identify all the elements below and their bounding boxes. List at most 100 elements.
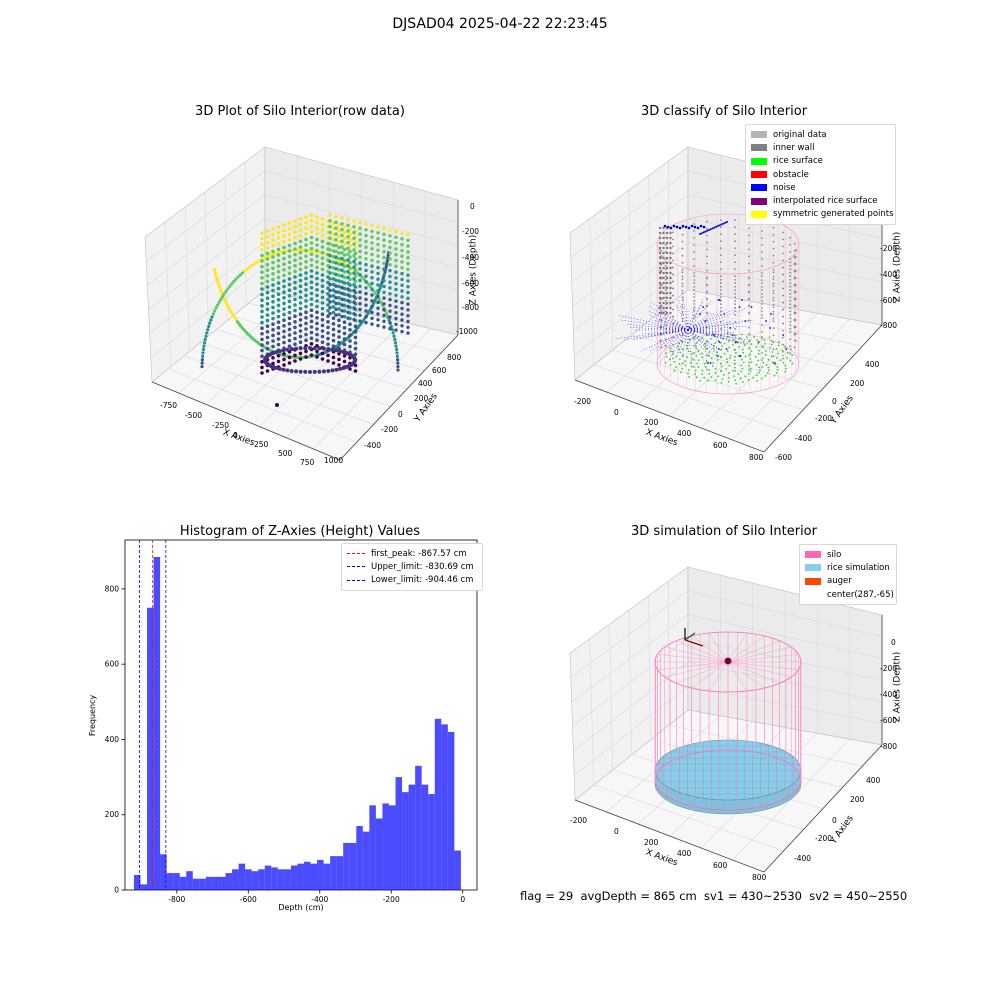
histogram-title: Histogram of Z-Axies (Height) Values — [179, 524, 421, 539]
histogram-bar — [395, 777, 403, 890]
histogram-bar — [330, 856, 337, 890]
raw-y-tick: 0 — [398, 410, 403, 419]
histogram-bar — [173, 873, 180, 890]
classify-x-tick: 200 — [644, 418, 659, 427]
histogram-x-tick-label: -400 — [311, 895, 328, 904]
histogram-bar — [428, 794, 435, 890]
legend-label: symmetric generated points — [773, 209, 894, 220]
histogram-bar — [382, 803, 389, 890]
histogram-y-tick-label: 800 — [105, 584, 120, 593]
legend-label: Upper_limit: -830.69 cm — [371, 561, 474, 572]
legend-item: interpolated rice surface — [751, 194, 890, 207]
histogram-bar — [388, 805, 396, 890]
histogram-bar — [421, 784, 429, 890]
classify-y-tick: 200 — [850, 379, 865, 388]
legend-swatch — [751, 210, 767, 218]
legend-swatch — [751, 157, 767, 165]
histogram-bar — [356, 826, 363, 890]
classify-z-tick: -600 — [880, 296, 898, 305]
histogram-bar — [133, 874, 141, 890]
histogram-bar — [264, 865, 272, 890]
histogram-bar — [303, 861, 311, 890]
raw-plot-title: 3D Plot of Silo Interior(row data) — [195, 104, 405, 119]
histogram-bar — [408, 784, 416, 890]
histogram-bar — [258, 869, 265, 890]
histogram-legend: first_peak: -867.57 cm Upper_limit: -830.… — [341, 543, 483, 591]
simulation-z-tick: -400 — [880, 690, 898, 699]
raw-z-tick: -200 — [462, 227, 480, 236]
legend-swatch — [751, 171, 767, 179]
histogram-bar — [192, 878, 200, 890]
histogram-bar — [434, 718, 442, 890]
legend-swatch — [805, 591, 821, 598]
histogram-bar — [415, 765, 422, 890]
legend-swatch — [751, 184, 767, 192]
legend-item: rice surface — [751, 155, 890, 168]
raw-y-tick: -400 — [364, 441, 382, 450]
legend-item: Lower_limit: -904.46 cm — [347, 574, 477, 587]
legend-item: Upper_limit: -830.69 cm — [347, 560, 477, 573]
legend-item: center(287,-65) — [805, 588, 894, 601]
simulation-y-tick: -400 — [794, 854, 812, 863]
legend-swatch — [805, 577, 821, 585]
simulation-x-tick: 0 — [614, 827, 619, 836]
histogram-bar — [166, 873, 174, 890]
simulation-z-tick: 0 — [891, 638, 896, 647]
raw-x-tick: -750 — [160, 401, 178, 410]
histogram-bar — [441, 724, 448, 890]
classify-z-tick: -200 — [880, 244, 898, 253]
legend-swatch — [751, 131, 767, 139]
histogram-bar — [153, 556, 161, 890]
simulation-x-tick: 800 — [752, 873, 767, 882]
histogram-bar — [375, 818, 383, 890]
legend-item: original data — [751, 128, 890, 141]
histogram-bar — [277, 869, 285, 890]
simulation-x-tick: 600 — [713, 861, 728, 870]
simulation-y-tick: 0 — [832, 816, 837, 825]
histogram-bar — [349, 842, 357, 890]
classify-plot-title: 3D classify of Silo Interior — [640, 104, 808, 119]
legend-label: silo — [827, 549, 842, 560]
simulation-z-tick: -200 — [880, 664, 898, 673]
histogram-y-tick-label: 0 — [114, 886, 119, 895]
legend-swatch — [805, 551, 821, 559]
classify-legend: original data inner wall rice surface obsta… — [745, 124, 896, 226]
histogram-bar — [205, 876, 213, 890]
raw-x-tick: 500 — [278, 449, 293, 458]
raw-z-tick: -800 — [462, 303, 480, 312]
legend-item: noise — [751, 181, 890, 194]
histogram-bar — [186, 871, 193, 890]
histogram-x-tick-label: -200 — [383, 895, 400, 904]
raw-z-tick: -400 — [462, 253, 480, 262]
simulation-z-tick: -600 — [880, 716, 898, 725]
simulation-y-tick: -200 — [815, 834, 833, 843]
raw-y-tick: 200 — [414, 394, 429, 403]
legend-label: rice simulation — [827, 562, 890, 573]
simulation-legend: silo rice simulation auger center(287,-65) — [799, 544, 897, 606]
legend-label: noise — [773, 182, 796, 193]
simulation-plot-title: 3D simulation of Silo Interior — [631, 524, 817, 539]
histogram-bar — [140, 884, 148, 890]
histogram-bar — [212, 876, 219, 890]
legend-swatch — [751, 144, 767, 152]
legend-label: interpolated rice surface — [773, 196, 878, 207]
histogram-bar — [238, 863, 246, 890]
legend-swatch — [347, 553, 365, 555]
raw-z-tick: -1000 — [456, 327, 478, 336]
histogram-bar — [317, 859, 324, 890]
classify-x-tick: -200 — [574, 397, 592, 406]
histogram-x-tick-label: -800 — [168, 895, 185, 904]
histogram-bar — [454, 850, 461, 890]
histogram-bar — [290, 865, 298, 890]
raw-x-tick: 1000 — [324, 456, 344, 465]
legend-item: symmetric generated points — [751, 208, 894, 221]
histogram-bar — [447, 731, 455, 890]
histogram-bar — [323, 863, 331, 890]
simulation-z-axis-label: Z Axies (Depth) — [892, 651, 903, 723]
legend-item: silo — [805, 548, 891, 561]
histogram-bar — [362, 831, 370, 890]
classify-x-tick: 800 — [749, 453, 764, 462]
status-footer: flag = 29 avgDepth = 865 cm sv1 = 430~25… — [520, 889, 908, 903]
classify-x-tick: 400 — [677, 429, 692, 438]
